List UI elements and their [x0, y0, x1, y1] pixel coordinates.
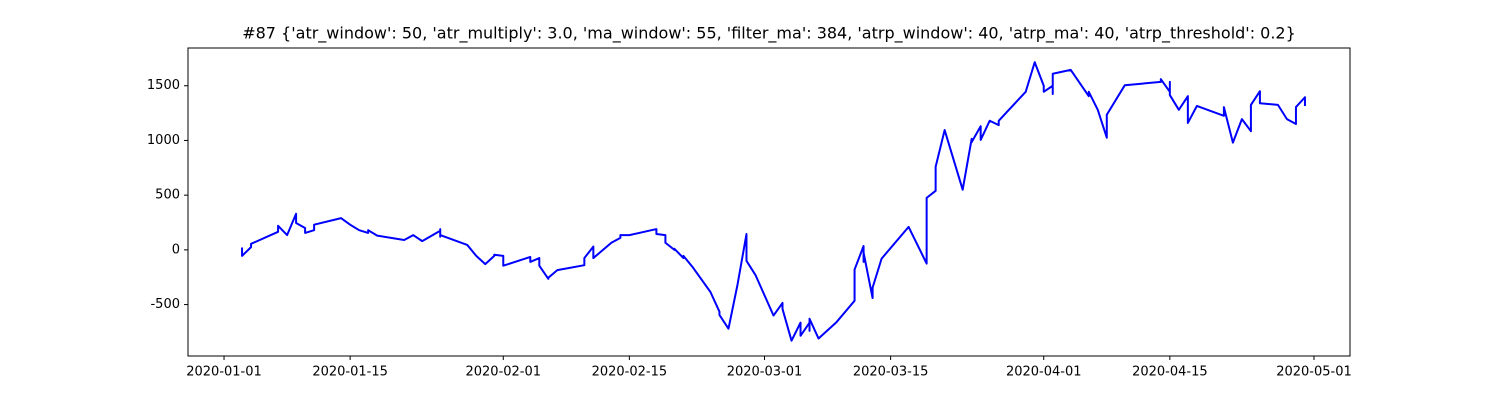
y-tick-label: 1500 [147, 78, 180, 93]
x-tick-label: 2020-01-15 [312, 365, 388, 380]
data-line [241, 61, 1306, 342]
y-tick-label: 0 [172, 242, 180, 257]
plot-frame [187, 47, 1351, 357]
x-tick-label: 2020-01-01 [186, 365, 262, 380]
x-tick-label: 2020-05-01 [1276, 365, 1352, 380]
x-tick-label: 2020-02-01 [465, 365, 541, 380]
y-tick-label: 1000 [147, 133, 180, 148]
x-tick-label: 2020-04-15 [1132, 365, 1208, 380]
x-tick-label: 2020-04-01 [1006, 365, 1082, 380]
y-tick-label: 500 [155, 188, 180, 203]
x-tick-label: 2020-03-15 [853, 365, 929, 380]
y-tick-label: -500 [150, 297, 180, 312]
x-tick-label: 2020-03-01 [727, 365, 803, 380]
x-tick-label: 2020-02-15 [592, 365, 668, 380]
chart-title: #87 {'atr_window': 50, 'atr_multiply': 3… [242, 24, 1296, 44]
